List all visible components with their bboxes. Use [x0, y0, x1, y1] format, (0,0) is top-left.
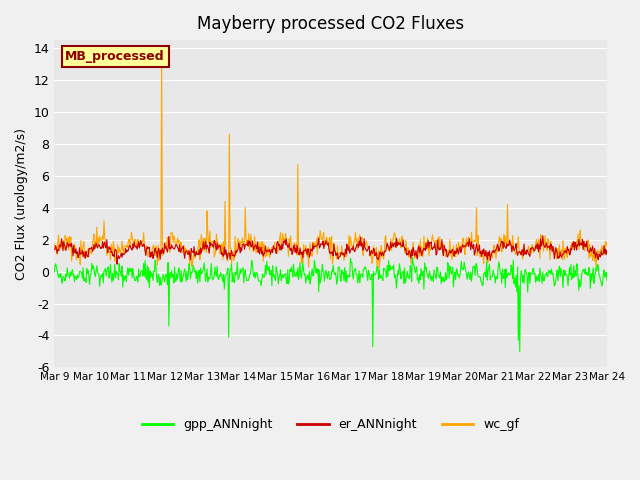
- gpp_ANNnight: [51, 269, 58, 275]
- er_ANNnight: [419, 248, 427, 253]
- Legend: gpp_ANNnight, er_ANNnight, wc_gf: gpp_ANNnight, er_ANNnight, wc_gf: [137, 413, 524, 436]
- gpp_ANNnight: [217, 269, 225, 275]
- Line: er_ANNnight: er_ANNnight: [54, 236, 607, 264]
- gpp_ANNnight: [516, 348, 524, 354]
- wc_gf: [388, 240, 396, 246]
- Line: gpp_ANNnight: gpp_ANNnight: [54, 258, 607, 351]
- er_ANNnight: [113, 261, 121, 267]
- er_ANNnight: [388, 243, 396, 249]
- wc_gf: [592, 265, 600, 271]
- gpp_ANNnight: [419, 268, 427, 274]
- wc_gf: [266, 254, 273, 260]
- gpp_ANNnight: [265, 264, 273, 270]
- er_ANNnight: [266, 246, 273, 252]
- er_ANNnight: [539, 233, 547, 239]
- wc_gf: [218, 241, 225, 247]
- gpp_ANNnight: [115, 261, 123, 266]
- gpp_ANNnight: [408, 255, 416, 261]
- Text: MB_processed: MB_processed: [65, 50, 165, 63]
- er_ANNnight: [245, 243, 253, 249]
- gpp_ANNnight: [244, 278, 252, 284]
- Line: wc_gf: wc_gf: [54, 56, 607, 268]
- er_ANNnight: [116, 254, 124, 260]
- er_ANNnight: [603, 248, 611, 253]
- wc_gf: [51, 241, 58, 247]
- er_ANNnight: [51, 247, 58, 252]
- Title: Mayberry processed CO2 Fluxes: Mayberry processed CO2 Fluxes: [197, 15, 464, 33]
- wc_gf: [603, 243, 611, 249]
- gpp_ANNnight: [388, 265, 396, 271]
- gpp_ANNnight: [603, 277, 611, 283]
- wc_gf: [245, 230, 253, 236]
- wc_gf: [419, 251, 427, 256]
- wc_gf: [115, 245, 123, 251]
- er_ANNnight: [218, 252, 225, 257]
- Y-axis label: CO2 Flux (urology/m2/s): CO2 Flux (urology/m2/s): [15, 128, 28, 280]
- wc_gf: [158, 53, 166, 59]
